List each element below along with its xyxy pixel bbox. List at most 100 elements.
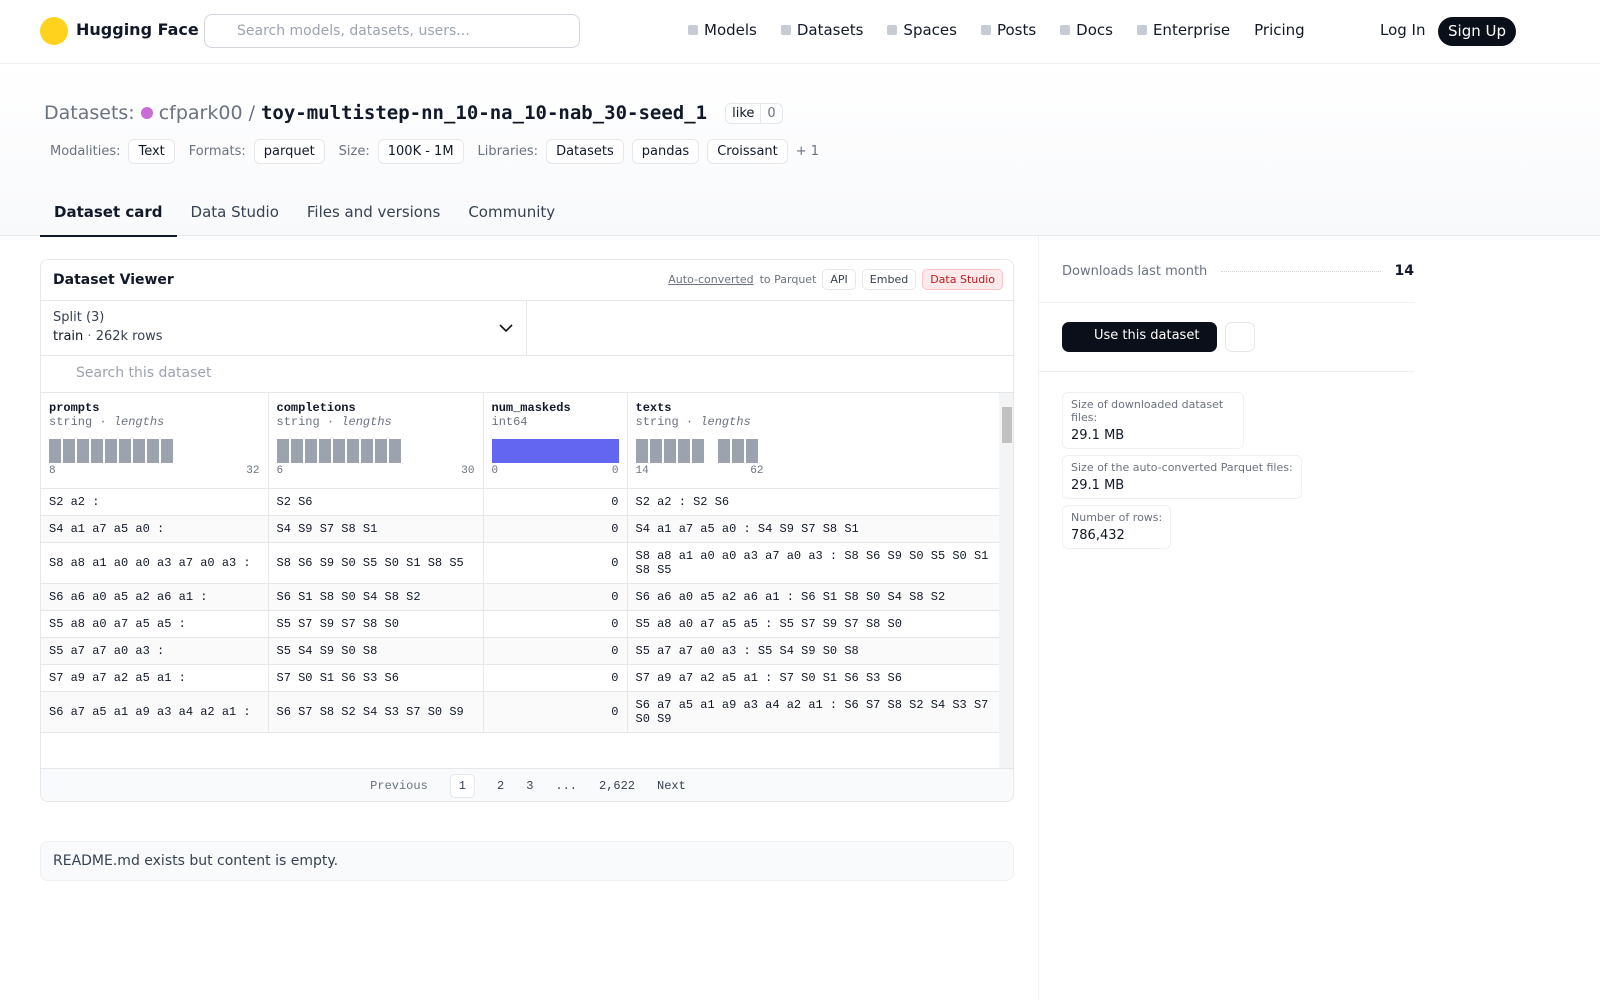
login[interactable]: Log In — [1380, 21, 1426, 39]
owner[interactable]: cfpark00 — [158, 102, 243, 124]
previous[interactable]: Previous — [370, 779, 428, 793]
cell[interactable]: S6 a7 a5 a1 a9 a3 a4 a2 a1 : S6 S7 S8 S2… — [627, 691, 999, 733]
cell[interactable]: 0 — [483, 488, 628, 516]
cell[interactable]: S8 S6 S9 S0 S5 S0 S1 S8 S5 — [268, 542, 484, 584]
cell[interactable]: S7 a9 a7 a2 a5 a1 : — [41, 664, 269, 692]
search-box[interactable]: Search models, datasets, users... — [204, 14, 580, 48]
histogram-bar[interactable] — [374, 439, 387, 463]
data-row[interactable]: S7 a9 a7 a2 a5 a1 : S7 S0 S1 S6 S3 S6 0 S7 … — [41, 664, 999, 692]
tag-chip[interactable]: Datasets — [546, 139, 624, 164]
cell[interactable]: 0 — [483, 691, 628, 733]
cell[interactable]: S5 S4 S9 S0 S8 — [268, 637, 484, 665]
cell[interactable]: S4 S9 S7 S8 S1 — [268, 515, 484, 543]
repo-name[interactable]: toy-multistep-nn_10-na_10-nab_30-seed_1 — [260, 102, 708, 124]
data-row[interactable]: S5 a8 a0 a7 a5 a5 : S5 S7 S9 S7 S8 S0 0 S5 … — [41, 610, 999, 638]
data-row[interactable]: S6 a6 a0 a5 a2 a6 a1 : S6 S1 S8 S0 S4 S8 … — [41, 583, 999, 611]
viewer-search[interactable]: Search this dataset — [41, 356, 1013, 393]
histogram-bar[interactable] — [290, 439, 303, 463]
cell[interactable]: 0 — [483, 610, 628, 638]
histogram-bar[interactable] — [346, 439, 359, 463]
cell[interactable]: S4 a1 a7 a5 a0 : — [41, 515, 269, 543]
cell[interactable]: 0 — [483, 637, 628, 665]
histogram-bar[interactable] — [491, 439, 619, 463]
histogram-bar[interactable] — [133, 439, 145, 463]
like-button[interactable]: like 0 — [725, 102, 783, 124]
histogram-bar[interactable] — [147, 439, 159, 463]
scroll-thumb[interactable] — [1002, 407, 1012, 443]
page-link[interactable]: 2,622 — [599, 779, 636, 793]
auto-converted[interactable]: Auto-converted — [668, 273, 754, 286]
tab[interactable]: Dataset card — [40, 196, 177, 237]
histogram-bar[interactable] — [717, 439, 730, 463]
nav-item[interactable]: Posts — [980, 21, 1036, 39]
viewer-button[interactable]: Embed — [861, 269, 917, 290]
data-row[interactable]: S5 a7 a7 a0 a3 : S5 S4 S9 S0 S8 0 S5 a7 a7 … — [41, 637, 999, 665]
tab[interactable]: Data Studio — [190, 203, 279, 221]
histogram-bar[interactable] — [745, 439, 758, 463]
cell[interactable]: S6 a6 a0 a5 a2 a6 a1 : S6 S1 S8 S0 S4 S8… — [627, 583, 999, 611]
nav-item[interactable]: Spaces — [887, 21, 957, 39]
cell[interactable]: S6 S1 S8 S0 S4 S8 S2 — [268, 583, 484, 611]
cell[interactable]: S8 a8 a1 a0 a0 a3 a7 a0 a3 : S8 S6 S9 S0… — [627, 542, 999, 584]
cell[interactable]: S5 a8 a0 a7 a5 a5 : S5 S7 S9 S7 S8 S0 — [627, 610, 999, 638]
histogram-bar[interactable] — [649, 439, 662, 463]
page-link[interactable]: 1 — [449, 774, 475, 798]
cell[interactable]: S5 S7 S9 S7 S8 S0 — [268, 610, 484, 638]
histogram-bar[interactable] — [161, 439, 173, 463]
histogram-bar[interactable] — [360, 439, 373, 463]
histogram-bar[interactable] — [677, 439, 690, 463]
tab[interactable]: Files and versions — [306, 203, 441, 221]
histogram-bar[interactable] — [304, 439, 317, 463]
cell[interactable]: 0 — [483, 542, 628, 584]
nav-item[interactable]: Datasets — [780, 21, 863, 39]
more-menu[interactable] — [1225, 322, 1255, 352]
repo-kind[interactable]: Datasets: — [44, 102, 135, 124]
histogram-bar[interactable] — [635, 439, 648, 463]
page-link[interactable]: 3 — [526, 779, 534, 793]
nav-item[interactable]: Docs — [1060, 21, 1113, 39]
viewer-button[interactable]: API — [822, 269, 856, 290]
cell[interactable]: S2 a2 : — [41, 488, 269, 516]
cell[interactable]: S7 a9 a7 a2 a5 a1 : S7 S0 S1 S6 S3 S6 — [627, 664, 999, 692]
column-header[interactable]: texts string · lengths 14 62 — [627, 393, 999, 489]
cell[interactable]: S5 a7 a7 a0 a3 : S5 S4 S9 S0 S8 — [627, 637, 999, 665]
data-row[interactable]: S2 a2 : S2 S6 0 S2 a2 : S2 S6 — [41, 488, 999, 516]
cell[interactable]: S6 a7 a5 a1 a9 a3 a4 a2 a1 : — [41, 691, 269, 733]
tag-chip[interactable]: 100K - 1M — [377, 139, 464, 164]
cell[interactable]: S6 S7 S8 S2 S4 S3 S7 S0 S9 — [268, 691, 484, 733]
tag-chip[interactable]: Croissant — [707, 139, 788, 164]
tag-chip[interactable]: pandas — [631, 139, 700, 164]
cell[interactable]: 0 — [483, 515, 628, 543]
more-tags[interactable]: + 1 — [795, 144, 820, 159]
nav-item[interactable]: Enterprise — [1136, 21, 1230, 39]
histogram-bar[interactable] — [731, 439, 744, 463]
brand[interactable]: Hugging Face — [76, 20, 199, 39]
cell[interactable]: S7 S0 S1 S6 S3 S6 — [268, 664, 484, 692]
cell[interactable]: S2 S6 — [268, 488, 484, 516]
split-selector[interactable]: Split (3) train · 262k rows — [41, 300, 527, 356]
viewer-button[interactable]: Data Studio — [922, 269, 1003, 290]
scrollbar[interactable] — [999, 393, 1013, 768]
cell[interactable]: S8 a8 a1 a0 a0 a3 a7 a0 a3 : — [41, 542, 269, 584]
histogram-bar[interactable] — [276, 439, 289, 463]
cell[interactable]: S5 a7 a7 a0 a3 : — [41, 637, 269, 665]
nav-item[interactable]: Models — [688, 21, 757, 39]
column-header[interactable]: prompts string · lengths 8 32 — [41, 393, 269, 489]
logo[interactable] — [40, 17, 68, 45]
tag-chip[interactable]: parquet — [253, 139, 325, 164]
histogram-bar[interactable] — [332, 439, 345, 463]
page-link[interactable]: ... — [555, 779, 577, 793]
signup[interactable]: Sign Up — [1438, 17, 1516, 46]
tab[interactable]: Community — [468, 203, 556, 221]
cell[interactable]: S4 a1 a7 a5 a0 : S4 S9 S7 S8 S1 — [627, 515, 999, 543]
cell[interactable]: S2 a2 : S2 S6 — [627, 488, 999, 516]
histogram-bar[interactable] — [119, 439, 131, 463]
nav-item[interactable]: Pricing — [1254, 21, 1305, 39]
histogram-bar[interactable] — [105, 439, 117, 463]
histogram-bar[interactable] — [49, 439, 61, 463]
data-row[interactable]: S4 a1 a7 a5 a0 : S4 S9 S7 S8 S1 0 S4 a1 a7 … — [41, 515, 999, 543]
page-link[interactable]: 2 — [496, 779, 505, 793]
next[interactable]: Next — [657, 779, 686, 793]
histogram-bar[interactable] — [388, 439, 401, 463]
histogram-bar[interactable] — [691, 439, 704, 463]
